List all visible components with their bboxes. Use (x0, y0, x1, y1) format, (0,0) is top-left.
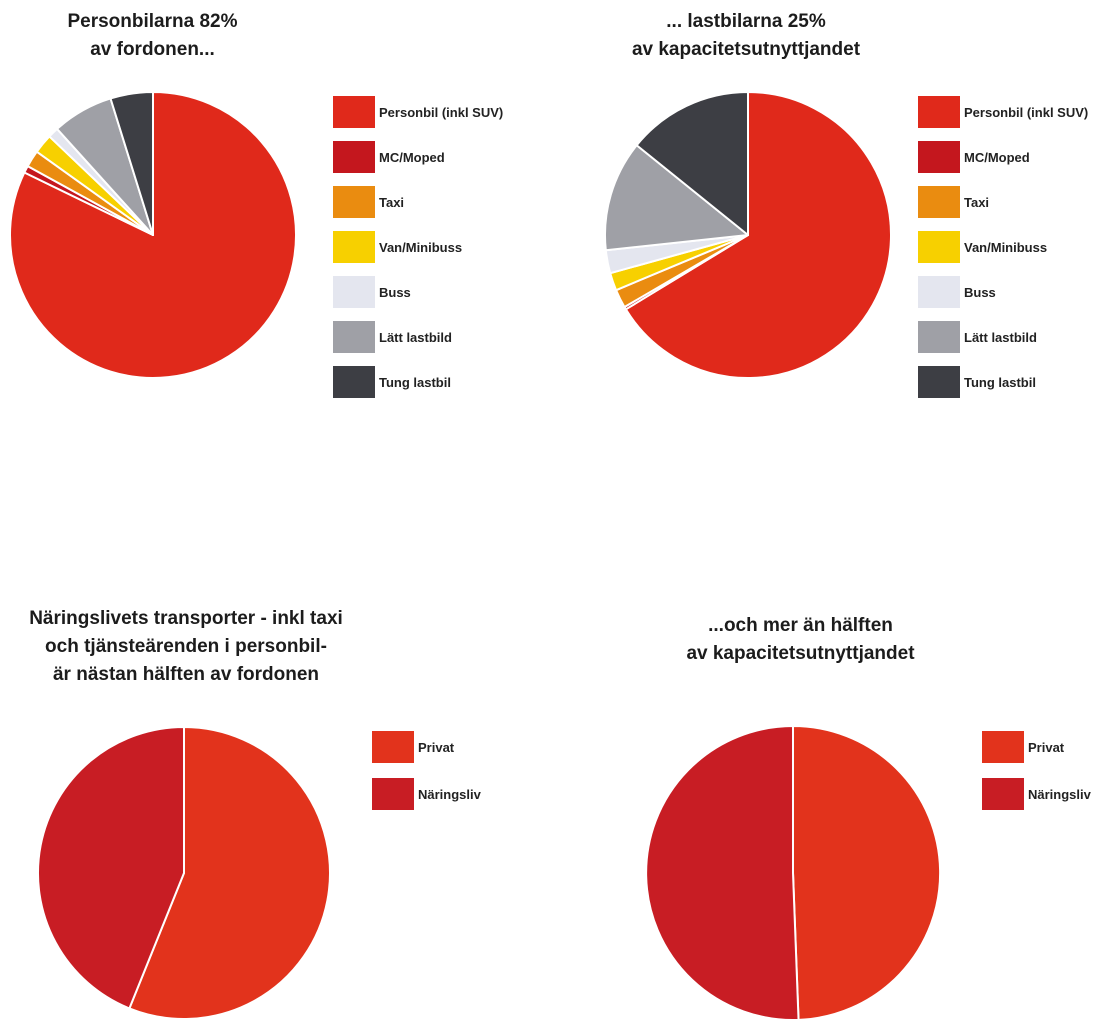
legend-label: Lätt lastbild (964, 329, 1037, 345)
legend-swatch (918, 96, 960, 128)
legend-label: Privat (418, 739, 455, 755)
legend-item-n-ringsliv: Näringsliv (982, 778, 1091, 810)
pie-slice-personbil-inkl-suv (624, 91, 892, 379)
legend-item-mc-moped: MC/Moped (918, 141, 1030, 173)
legend-label: Privat (1028, 739, 1065, 755)
chart-4-title-line-2: av kapacitetsutnyttjandet (686, 643, 915, 664)
legend-label: Buss (379, 284, 411, 300)
pie-slice-n-ringsliv (37, 726, 185, 1010)
legend-swatch (918, 141, 960, 173)
chart-4-title-line-1: ...och mer än hälften (708, 615, 893, 636)
legend-label: Buss (964, 284, 996, 300)
legend-item-tung-lastbil: Tung lastbil (918, 366, 1036, 398)
chart-3-title-line-2: och tjänsteärenden i personbil- (45, 636, 327, 657)
legend-label: Taxi (964, 194, 990, 210)
pie-slice-tung-lastbil (109, 91, 154, 236)
chart-2-title: ... lastbilarna 25% av kapacitetsutnyttj… (596, 8, 896, 64)
legend-label: Tung lastbil (379, 374, 451, 390)
legend-swatch (333, 366, 375, 398)
legend-item-van-minibuss: Van/Minibuss (918, 231, 1047, 263)
chart-1-pie (9, 91, 297, 379)
legend-item-taxi: Taxi (918, 186, 989, 218)
chart-4-title: ...och mer än hälften av kapacitetsutnyt… (658, 612, 943, 668)
legend-item-personbil-inkl-suv: Personbil (inkl SUV) (918, 96, 1088, 128)
legend-item-personbil-inkl-suv: Personbil (inkl SUV) (333, 96, 503, 128)
legend-swatch (333, 231, 375, 263)
legend-swatch (333, 141, 375, 173)
legend-swatch (982, 731, 1024, 763)
chart-2-title-line-1: ... lastbilarna 25% (666, 11, 826, 32)
legend-label: Van/Minibuss (379, 239, 463, 255)
legend-swatch (918, 321, 960, 353)
legend-label: Personbil (inkl SUV) (379, 104, 504, 120)
legend-swatch (333, 96, 375, 128)
chart-3-title-line-1: Näringslivets transporter - inkl taxi (29, 608, 343, 629)
chart-3-title-line-3: är nästan hälften av fordonen (52, 664, 320, 685)
chart-4-pie (645, 725, 942, 1021)
legend-item-mc-moped: MC/Moped (333, 141, 445, 173)
legend-item-l-tt-lastbild: Lätt lastbild (918, 321, 1037, 353)
legend-label: Tung lastbil (964, 374, 1036, 390)
legend-item-privat: Privat (372, 731, 454, 763)
chart-2-pie (604, 91, 892, 379)
chart-1-title-line-1: Personbilarna 82% (67, 11, 238, 32)
legend-swatch (333, 186, 375, 218)
chart-2-title-line-2: av kapacitetsutnyttjandet (631, 39, 861, 60)
legend-label: Näringsliv (1028, 786, 1091, 802)
pie-slice-n-ringsliv (645, 725, 800, 1021)
pie-slice-tung-lastbil (635, 91, 749, 236)
legend-item-van-minibuss: Van/Minibuss (333, 231, 462, 263)
chart-1-title: Personbilarna 82% av fordonen... (0, 8, 305, 64)
legend-swatch (333, 321, 375, 353)
legend-item-n-ringsliv: Näringsliv (372, 778, 481, 810)
legend-label: Taxi (379, 194, 405, 210)
legend-label: Van/Minibuss (964, 239, 1048, 255)
legend-item-privat: Privat (982, 731, 1064, 763)
legend-swatch (918, 231, 960, 263)
legend-swatch (372, 778, 414, 810)
legend-item-taxi: Taxi (333, 186, 404, 218)
legend-item-l-tt-lastbild: Lätt lastbild (333, 321, 452, 353)
legend-item-buss: Buss (333, 276, 411, 308)
pie-slice-l-tt-lastbild (604, 144, 749, 252)
legend-swatch (982, 778, 1024, 810)
legend-swatch (333, 276, 375, 308)
chart-1-title-line-2: av fordonen... (90, 39, 215, 60)
pie-slice-privat (792, 725, 942, 1021)
pie-slice-privat (128, 726, 331, 1020)
chart-3-pie (37, 726, 331, 1020)
legend-label: MC/Moped (964, 149, 1030, 165)
chart-3-title: Näringslivets transporter - inkl taxi oc… (0, 605, 372, 689)
legend-label: MC/Moped (379, 149, 445, 165)
legend-item-buss: Buss (918, 276, 996, 308)
legend-swatch (918, 366, 960, 398)
legend-label: Lätt lastbild (379, 329, 452, 345)
legend-swatch (372, 731, 414, 763)
legend-label: Personbil (inkl SUV) (964, 104, 1089, 120)
legend-label: Näringsliv (418, 786, 481, 802)
legend-swatch (918, 276, 960, 308)
legend-swatch (918, 186, 960, 218)
legend-item-tung-lastbil: Tung lastbil (333, 366, 451, 398)
